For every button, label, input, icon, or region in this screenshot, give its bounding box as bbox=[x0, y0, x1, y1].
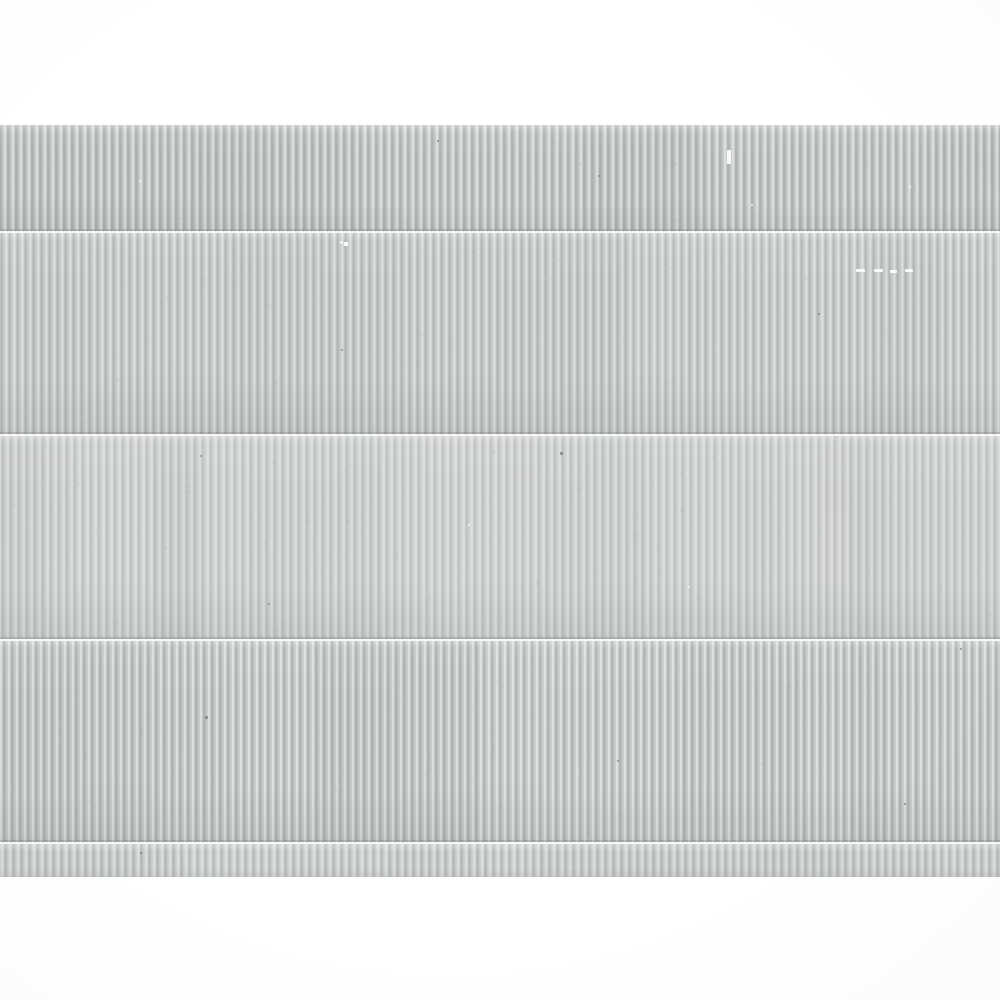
rib-pattern bbox=[0, 232, 1000, 435]
column-shading bbox=[0, 435, 1000, 640]
corrugated-sheet bbox=[0, 125, 1000, 877]
rib-pattern bbox=[0, 843, 1000, 877]
band-4 bbox=[0, 640, 1000, 843]
rib-pattern bbox=[0, 435, 1000, 640]
column-shading bbox=[0, 843, 1000, 877]
rib-pattern bbox=[0, 125, 1000, 232]
band-1 bbox=[0, 125, 1000, 232]
margin-top bbox=[0, 0, 1000, 125]
band-5 bbox=[0, 843, 1000, 877]
column-shading bbox=[0, 125, 1000, 232]
column-shading bbox=[0, 232, 1000, 435]
margin-bottom bbox=[0, 877, 1000, 1000]
band-2 bbox=[0, 232, 1000, 435]
column-shading bbox=[0, 640, 1000, 843]
band-3 bbox=[0, 435, 1000, 640]
rib-pattern bbox=[0, 640, 1000, 843]
